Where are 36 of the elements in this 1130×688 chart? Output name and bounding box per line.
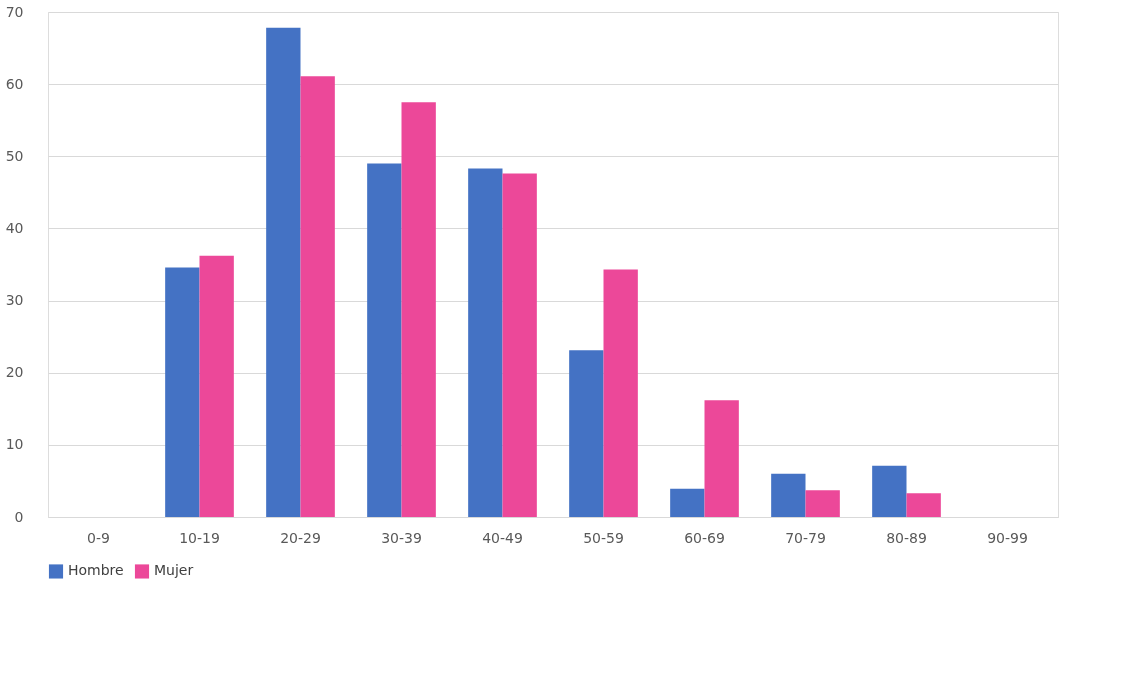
x-tick-label: 90-99 bbox=[987, 529, 1028, 546]
y-tick-label: 40 bbox=[5, 219, 24, 236]
bar bbox=[165, 267, 200, 517]
x-tick-label: 70-79 bbox=[785, 529, 826, 546]
bar bbox=[401, 102, 436, 517]
bar bbox=[468, 168, 503, 517]
bar bbox=[367, 163, 402, 517]
bar bbox=[670, 488, 705, 517]
x-tick-label: 30-39 bbox=[381, 529, 422, 546]
y-tick-label: 60 bbox=[5, 75, 24, 92]
bar bbox=[569, 350, 604, 517]
x-tick-label: 50-59 bbox=[583, 529, 624, 546]
y-tick-label: 50 bbox=[5, 147, 24, 164]
x-tick-label: 80-89 bbox=[886, 529, 927, 546]
legend-label: Mujer bbox=[154, 562, 194, 579]
legend-label: Hombre bbox=[68, 562, 124, 579]
y-tick-label: 30 bbox=[5, 292, 24, 309]
bar bbox=[771, 473, 806, 517]
x-tick-label: 60-69 bbox=[684, 529, 725, 546]
y-tick-label: 20 bbox=[5, 364, 24, 381]
bar bbox=[266, 27, 301, 517]
x-tick-label: 40-49 bbox=[482, 529, 523, 546]
x-tick-label: 20-29 bbox=[280, 529, 321, 546]
bar bbox=[300, 76, 335, 517]
x-tick-label: 10-19 bbox=[179, 529, 220, 546]
bar bbox=[502, 173, 537, 517]
bar bbox=[603, 269, 638, 517]
bar bbox=[906, 493, 941, 517]
x-tick-label: 0-9 bbox=[87, 529, 110, 546]
y-tick-label: 70 bbox=[5, 3, 24, 20]
bar bbox=[199, 255, 234, 517]
bar bbox=[872, 465, 907, 517]
bar bbox=[704, 400, 739, 517]
bar bbox=[805, 490, 840, 517]
y-tick-label: 10 bbox=[5, 436, 24, 453]
y-tick-label: 0 bbox=[14, 508, 24, 525]
